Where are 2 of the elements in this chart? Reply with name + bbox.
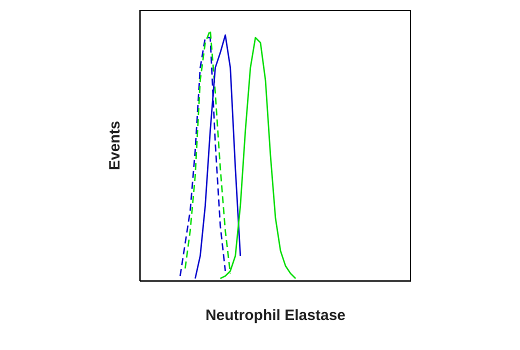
x-axis-title: Neutrophil Elastase <box>205 307 346 324</box>
y-axis-title: Events <box>106 120 124 170</box>
